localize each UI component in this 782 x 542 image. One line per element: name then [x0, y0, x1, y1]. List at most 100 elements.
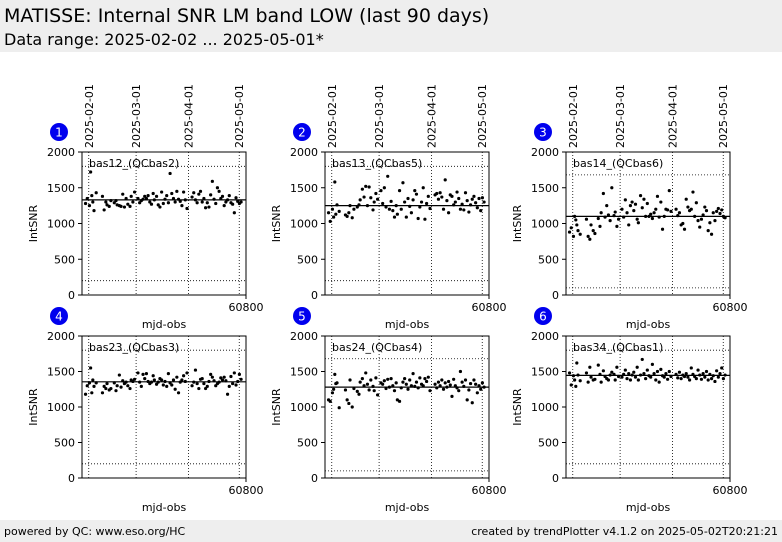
data-point — [337, 209, 341, 213]
data-point — [114, 389, 118, 393]
data-point — [593, 231, 597, 236]
data-point — [182, 190, 186, 194]
data-point — [612, 372, 616, 376]
data-point — [100, 194, 105, 198]
data-point — [119, 204, 123, 208]
data-point — [209, 372, 213, 376]
data-point — [462, 208, 466, 212]
data-point — [480, 196, 485, 200]
data-point — [409, 211, 413, 215]
data-point — [165, 384, 169, 389]
data-point — [428, 389, 432, 393]
data-point — [699, 217, 704, 221]
data-point — [94, 381, 98, 385]
data-point — [425, 379, 429, 384]
data-point — [601, 191, 605, 196]
data-point — [704, 209, 709, 213]
data-point — [392, 215, 397, 219]
data-point — [589, 375, 593, 379]
data-point — [457, 196, 461, 201]
data-point — [426, 375, 430, 379]
panel-number: 5 — [298, 310, 306, 324]
data-point — [203, 206, 208, 210]
x-axis-label: mjd-obs — [142, 318, 187, 331]
data-point — [709, 377, 714, 381]
data-point — [644, 377, 648, 381]
data-point — [330, 207, 335, 211]
data-point — [660, 227, 665, 231]
data-point — [152, 198, 156, 202]
data-point — [470, 197, 474, 201]
data-point — [593, 377, 597, 381]
data-point — [126, 202, 130, 206]
data-point — [139, 384, 143, 389]
data-point — [468, 381, 473, 386]
footer-created-by: created by trendPlotter v4.1.2 on 2025-0… — [471, 525, 778, 538]
data-point — [131, 379, 135, 384]
data-point — [687, 378, 692, 382]
data-point — [623, 198, 627, 202]
data-point — [128, 386, 132, 391]
data-point — [234, 383, 238, 387]
data-point — [652, 372, 656, 376]
data-point — [239, 200, 243, 204]
data-point — [479, 387, 483, 391]
data-point — [89, 170, 93, 174]
data-point — [601, 369, 605, 373]
y-axis-label: IntSNR — [27, 204, 40, 242]
data-point — [655, 369, 660, 374]
data-point — [364, 371, 368, 375]
data-point — [605, 204, 609, 208]
data-point — [698, 225, 702, 229]
data-point — [190, 384, 194, 388]
data-point — [686, 375, 690, 379]
data-point — [236, 199, 240, 203]
data-point — [721, 377, 726, 381]
date-tick-label: 2025-02-01 — [567, 84, 580, 148]
y-tick-label: 1500 — [290, 366, 318, 379]
data-point — [645, 368, 649, 372]
data-point — [679, 377, 683, 381]
plot-frame — [81, 151, 247, 296]
data-point — [684, 372, 688, 376]
data-point — [441, 387, 446, 391]
data-point — [591, 229, 595, 233]
data-point — [178, 380, 182, 384]
data-point — [207, 205, 211, 209]
x-tick-label: 60800 — [713, 484, 748, 497]
data-point — [220, 194, 225, 198]
x-tick-label: 60800 — [229, 484, 264, 497]
data-point — [121, 379, 125, 383]
data-point — [203, 386, 208, 391]
data-point — [224, 379, 228, 383]
data-point — [701, 372, 705, 376]
data-point — [438, 191, 442, 195]
data-point — [367, 185, 371, 189]
data-point — [406, 387, 410, 391]
data-point — [176, 391, 181, 395]
panel-label: bas13_(QCbas5) — [332, 157, 422, 170]
data-point — [435, 386, 439, 390]
data-point — [575, 223, 579, 227]
data-point — [615, 365, 619, 369]
y-tick-label: 0 — [68, 472, 75, 485]
data-point — [161, 201, 165, 206]
date-tick-label: 2025-03-01 — [614, 84, 627, 148]
data-point — [603, 374, 607, 379]
data-point — [89, 366, 93, 370]
data-point — [645, 201, 649, 206]
data-point — [197, 386, 201, 391]
data-point — [709, 232, 714, 236]
data-point — [369, 378, 373, 382]
y-tick-label: 0 — [311, 472, 318, 485]
data-point — [433, 382, 437, 386]
data-point — [414, 380, 419, 384]
y-tick-label: 2000 — [531, 330, 559, 343]
data-point — [126, 384, 130, 388]
data-point — [347, 401, 351, 406]
y-tick-label: 500 — [297, 253, 318, 266]
panel-label: bas14_(QCbas6) — [573, 157, 663, 170]
data-point — [628, 378, 633, 382]
data-point — [622, 372, 626, 376]
